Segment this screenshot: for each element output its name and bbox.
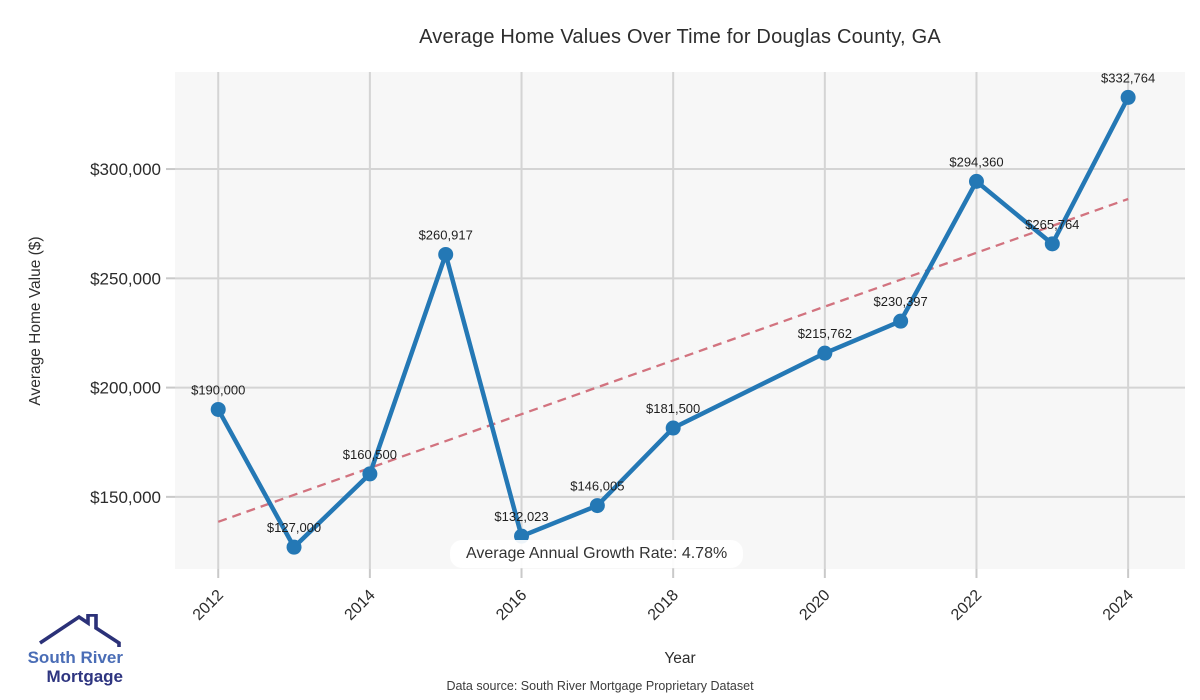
y-tick-label: $250,000 xyxy=(90,269,161,288)
x-tick-label: 2020 xyxy=(796,587,833,624)
growth-rate-annotation: Average Annual Growth Rate: 4.78% xyxy=(450,540,744,568)
point-value-label: $215,762 xyxy=(798,326,852,341)
data-point xyxy=(1120,89,1136,105)
house-roof-icon xyxy=(39,614,121,647)
point-value-label: $190,000 xyxy=(191,382,245,397)
data-line xyxy=(215,95,1131,550)
y-tick-label: $300,000 xyxy=(90,160,161,179)
point-value-label: $146,005 xyxy=(570,479,624,494)
x-tick-label: 2018 xyxy=(645,587,682,624)
data-point xyxy=(589,498,605,514)
trend-line xyxy=(217,197,1129,523)
x-tick-label: 2024 xyxy=(1100,587,1137,624)
data-point xyxy=(665,420,681,436)
logo-brand-line2: Mortgage xyxy=(46,667,124,686)
point-value-label: $260,917 xyxy=(419,227,473,242)
data-point xyxy=(286,539,302,555)
data-point xyxy=(362,466,378,482)
x-tick-label: 2016 xyxy=(493,587,530,624)
chart-title: Average Home Values Over Time for Dougla… xyxy=(419,26,941,48)
data-point xyxy=(514,528,530,544)
plot-background xyxy=(175,72,1185,569)
x-tick-label: 2014 xyxy=(342,587,379,624)
data-point xyxy=(210,401,226,417)
logo-brand-line1: South River xyxy=(27,648,123,667)
data-point xyxy=(893,313,909,329)
point-value-label: $127,000 xyxy=(267,520,321,535)
x-tick-label: 2012 xyxy=(190,587,227,624)
point-value-label: $332,764 xyxy=(1101,70,1155,85)
data-point xyxy=(1044,236,1060,252)
point-value-label: $160,500 xyxy=(343,447,397,462)
brand-logo: South River Mortgage xyxy=(17,614,123,686)
point-value-label: $265,764 xyxy=(1025,217,1079,232)
y-tick-label: $150,000 xyxy=(90,488,161,507)
y-axis-title: Average Home Value ($) xyxy=(27,236,44,406)
y-tick-label: $200,000 xyxy=(90,379,161,398)
data-source-note: Data source: South River Mortgage Propri… xyxy=(446,679,754,693)
point-value-label: $181,500 xyxy=(646,401,700,416)
data-point xyxy=(968,173,984,189)
point-value-label: $230,397 xyxy=(874,294,928,309)
x-axis-title: Year xyxy=(664,650,696,667)
x-tick-label: 2022 xyxy=(948,587,985,624)
point-value-label: $294,360 xyxy=(949,154,1003,169)
data-point xyxy=(438,246,454,262)
point-value-label: $132,023 xyxy=(494,509,548,524)
data-point xyxy=(817,345,833,361)
